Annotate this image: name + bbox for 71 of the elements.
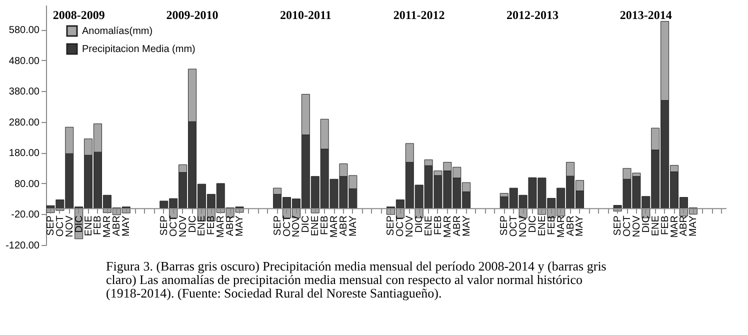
x-tick-label: ENE [83,215,94,236]
x-tick-label: ABR [112,216,123,236]
x-tick-label: OCT [622,216,633,237]
y-tick-label: 280.00 [8,117,40,128]
x-tick-label: FEB [660,215,671,236]
x-tick-label: DIC [300,216,312,233]
x-tick-label: DIC [527,216,538,233]
x-tick-label: MAR [102,216,114,238]
x-tick-label: OCT [282,216,293,237]
x-tick-label: MAR [329,216,340,238]
y-tick-label: 380.00 [8,86,40,98]
x-tick-label: NOV [291,215,302,238]
x-tick-label: SEP [45,215,56,236]
x-tick-label: FEB [432,215,444,236]
x-tick-label: FEB [206,215,218,236]
legend-label: Anomalías(mm) [82,26,153,37]
x-tick-label: OCT [168,216,180,237]
x-tick-label: SEP [612,215,624,236]
x-tick-label: ENE [650,215,662,236]
x-tick-label: MAY [574,215,586,237]
x-tick-label: ABR [338,216,350,236]
x-tick-label: NOV [518,215,530,238]
x-tick-label: DIC [640,216,652,233]
x-tick-label: SEP [272,215,284,236]
legend-label: Precipitacion Media (mm) [82,44,196,55]
x-tick-label: SEP [386,215,397,236]
x-tick-label: ENE [424,215,435,236]
x-tick-label: ABR [565,216,576,236]
annotation: 2012-2013 [506,8,558,22]
x-tick-label: ABR [678,216,690,236]
x-tick-label: FEB [92,215,104,236]
x-tick-label: DIC [187,216,198,233]
y-tick-label: 480.00 [8,56,40,67]
y-tick-label: 80.00 [14,178,40,190]
x-tick-label: MAR [669,216,680,238]
x-tick-label: MAY [688,215,700,237]
x-tick-label: MAR [556,216,567,238]
x-tick-label: MAR [216,216,227,238]
x-tick-label: FEB [546,215,558,236]
x-tick-label: NOV [631,215,642,238]
x-tick-label: MAY [461,215,472,237]
x-tick-label: ABR [225,216,236,236]
x-tick-label: ENE [536,215,548,236]
x-tick-label: MAY [348,215,359,237]
x-tick-label: OCT [395,216,406,237]
text: Figura 3. (Barras gris oscuro) Precipitación media mensual del período 2008-2014 y (barras gris claro) Las anomalías de precipitación media mensual con respecto al valor normal histórico (1918-2014). (Fuente: Sociedad Rural del Noreste Santiagueño). [106,258,606,300]
x-tick-label: DIC [414,216,426,233]
annotation: 2013-2014 [620,8,672,22]
x-tick-label: NOV [178,215,189,238]
x-tick-label: ENE [196,215,208,236]
x-tick-label: NOV [404,215,416,238]
x-tick-label: SEP [158,215,170,236]
annotation: 2008-2009 [52,8,105,22]
x-tick-label: MAY [234,215,246,237]
x-tick-label: OCT [508,216,520,237]
x-tick-label: NOV [64,215,76,238]
x-tick-label: OCT [54,216,66,237]
x-tick-label: DIC [74,216,85,233]
x-tick-label: ABR [452,216,463,236]
annotation: 2010-2011 [280,8,332,22]
x-tick-label: MAY [121,215,132,237]
y-tick-label: -120.00 [6,240,40,252]
y-tick-label: 580.00 [8,25,40,36]
annotation: 2009-2010 [166,8,218,22]
annotation: 2011-2012 [393,8,445,22]
x-tick-label: SEP [499,215,510,236]
y-tick-label: 180.00 [8,148,40,160]
x-tick-label: MAR [442,216,454,238]
x-tick-label: ENE [310,215,322,236]
x-tick-label: FEB [320,215,331,236]
y-tick-label: -20.00 [11,210,40,221]
